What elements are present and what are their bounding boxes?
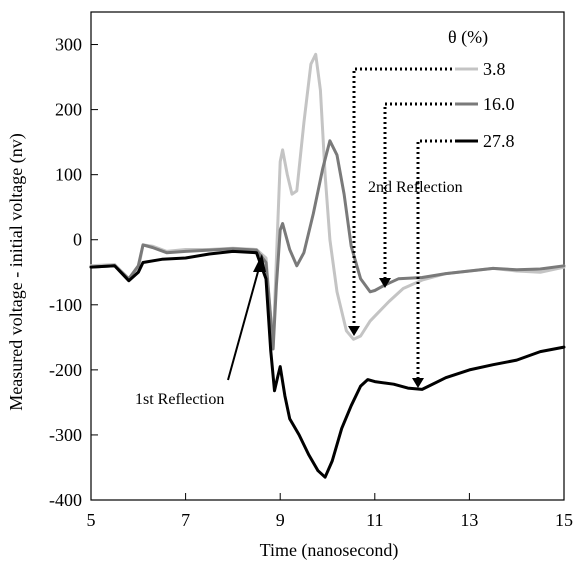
arrow-series-1-leader xyxy=(383,102,452,279)
x-tick-label-3: 11 xyxy=(366,510,383,530)
arrow-series-2-leader xyxy=(416,139,452,379)
y-tick-label-3: -100 xyxy=(49,295,82,315)
arrow-series-1-arrowhead xyxy=(379,278,391,288)
y-tick-label-5: 100 xyxy=(55,165,82,185)
x-tick-label-1: 7 xyxy=(181,510,190,530)
legend-label-0: 3.8 xyxy=(483,59,506,79)
y-tick-label-1: -300 xyxy=(49,425,82,445)
arrow-series-0-arrowhead xyxy=(348,326,360,336)
series-layer xyxy=(89,52,566,479)
axes: 5 7 9 11 13 15 -400 -300 -200 -100 0 100 200 300 xyxy=(49,11,573,530)
x-tick-label-0: 5 xyxy=(87,510,96,530)
legend: θ (%) 3.8 16.0 27.8 xyxy=(448,27,515,151)
y-tick-label-2: -200 xyxy=(49,360,82,380)
x-tick-label-4: 13 xyxy=(460,510,478,530)
y-tick-label-6: 200 xyxy=(55,100,82,120)
arrow-1st-reflection-shaft xyxy=(227,267,260,381)
y-tick-label-0: -400 xyxy=(49,490,82,510)
annotation-1st-reflection: 1st Reflection xyxy=(135,391,224,408)
series-line-0 xyxy=(89,52,566,349)
legend-label-1: 16.0 xyxy=(483,94,515,114)
legend-label-2: 27.8 xyxy=(483,131,515,151)
y-axis-title: Measured voltage - initial voltage (nv) xyxy=(6,133,27,410)
y-tick-label-7: 300 xyxy=(55,35,82,55)
legend-title: θ (%) xyxy=(448,27,488,48)
arrow-1st-reflection-head xyxy=(253,254,266,272)
arrow-series-2-arrowhead xyxy=(412,378,424,388)
arrow-series-0-leader xyxy=(352,67,452,327)
series-line-2 xyxy=(89,249,566,479)
series-line-1 xyxy=(89,139,566,351)
x-tick-label-5: 15 xyxy=(555,510,573,530)
x-axis-title: Time (nanosecond) xyxy=(260,540,399,561)
y-tick-label-4: 0 xyxy=(73,230,82,250)
x-tick-label-2: 9 xyxy=(276,510,285,530)
annotations: 1st Reflection 2nd Reflection xyxy=(135,67,463,408)
annotation-2nd-reflection: 2nd Reflection xyxy=(368,179,463,196)
plot-frame xyxy=(90,11,565,501)
